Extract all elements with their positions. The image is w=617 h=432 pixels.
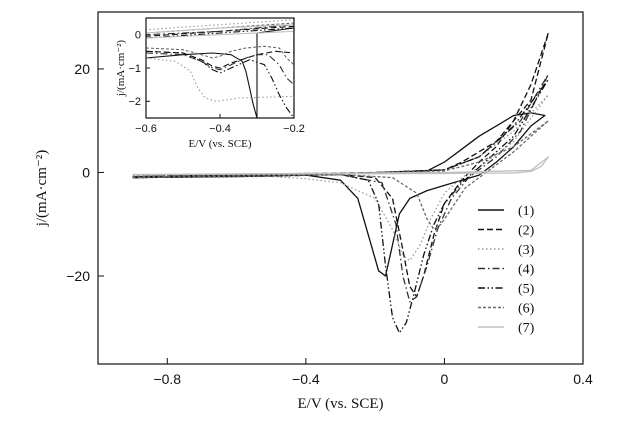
inset-series-line-6 [146,22,294,66]
main-plot-frame [97,11,584,365]
legend-label-7: (7) [518,321,535,336]
y-axis-title: j/(mA·cm⁻²) [34,150,50,228]
inset-series-line-1 [146,27,294,118]
legend-label-6: (6) [518,302,535,317]
legend-label-1: (1) [518,204,535,219]
inset-x-tick-label: −0.2 [283,123,305,135]
inset-y-tick-label: 0 [135,30,141,42]
main-series-line-6 [132,120,550,231]
legend-label-4: (4) [518,263,535,278]
inset-y-tick-label: −2 [128,96,141,108]
legend: (1) (2) (3) (4) (5) (6) (7) [478,204,535,336]
main-y-tick-label: 0 [82,164,90,180]
inset-y-tick-label: −1 [128,63,141,75]
legend-label-2: (2) [518,224,535,239]
legend-label-5: (5) [518,282,535,297]
main-series-line-1 [132,112,546,277]
inset-series-group [146,19,294,118]
main-series-line-5 [132,78,550,334]
inset-x-axis-title: E/V (vs. SCE) [188,138,251,150]
main-x-axis: −0.8 −0.4 0 0.4 [153,358,593,387]
main-x-tick-label: 0 [441,371,449,387]
main-x-tick-label: −0.8 [153,371,181,387]
main-series-line-7 [132,156,550,176]
legend-label-3: (3) [518,243,535,258]
inset-x-tick-label: −0.6 [135,123,157,135]
inset-series-line-7 [146,24,294,39]
inset-y-axis-title: j/(mA·cm⁻²) [115,40,127,97]
main-y-axis: −20 0 20 [66,61,104,284]
main-series-group [132,32,550,334]
main-x-tick-label: 0.4 [573,371,593,387]
inset-x-tick-label: −0.4 [209,123,231,135]
main-y-tick-label: −20 [66,268,90,284]
inset-y-axis: 0 −1 −2 [128,30,150,108]
main-series-line-2 [132,32,550,298]
inset-series-line-3 [146,19,294,102]
main-x-tick-label: −0.4 [292,371,320,387]
main-series-line-4 [132,73,550,303]
x-axis-title: E/V (vs. SCE) [298,396,384,412]
inset-series-line-5 [146,27,294,118]
main-y-tick-label: 20 [74,61,90,77]
inset-x-axis: −0.6 −0.4 −0.2 [135,114,305,135]
inset-plot: −0.6 −0.4 −0.2 0 −1 −2 E/V (vs. SCE) j/(mA·c… [115,17,305,150]
inset-series-line-4 [146,24,294,86]
